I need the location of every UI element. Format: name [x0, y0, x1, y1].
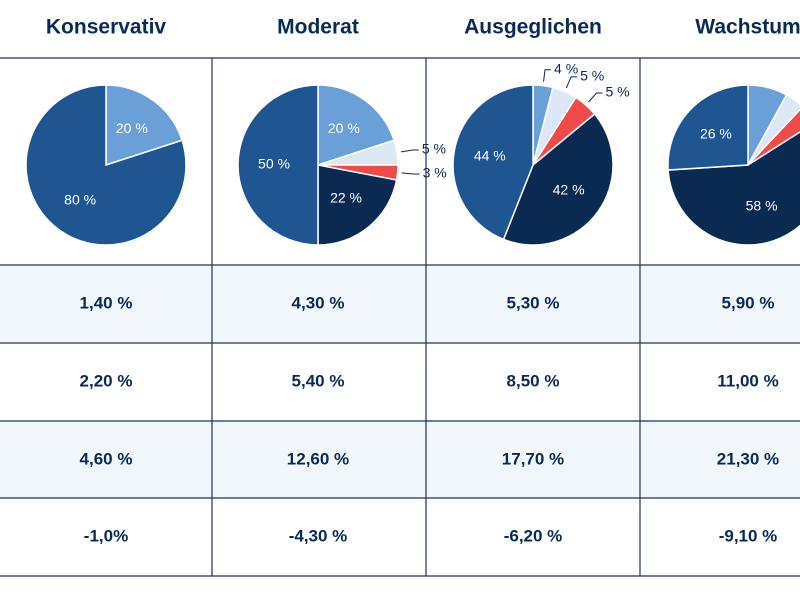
pie-slice	[317, 84, 396, 167]
table-cell: 5,90 %	[722, 293, 775, 312]
column-title: Moderat	[277, 16, 359, 39]
pie-slice	[105, 84, 184, 167]
column-title: Wachstum	[695, 16, 800, 39]
slice-label: 20 %	[328, 120, 360, 136]
row-bg	[0, 421, 800, 498]
column-title: Ausgeglichen	[464, 16, 602, 39]
leader-line	[401, 172, 420, 175]
table-cell: 21,30 %	[717, 449, 779, 468]
slice-label: 5 %	[580, 68, 604, 84]
table-cell: 4,30 %	[292, 293, 345, 312]
pie-slice	[317, 164, 398, 246]
table-cell: 4,60 %	[80, 449, 133, 468]
table-cell: 1,40 %	[80, 293, 133, 312]
column-title: Konservativ	[46, 16, 167, 39]
slice-label: 26 %	[700, 126, 732, 142]
pie-slice	[747, 108, 800, 166]
pie-slice	[667, 84, 749, 171]
leader-line	[588, 92, 603, 103]
pie-slice	[502, 112, 614, 246]
row-shading	[0, 265, 800, 498]
table-cell: 11,00 %	[717, 371, 778, 390]
table-cell: 5,40 %	[292, 371, 345, 390]
pie-slice	[237, 84, 319, 246]
slice-label: 50 %	[258, 156, 290, 172]
slice-label: 5 %	[605, 84, 629, 100]
slice-label: 42 %	[553, 182, 585, 198]
table-cell: -6,20 %	[504, 526, 563, 545]
pie-slice	[747, 93, 800, 166]
slice-label: 5 %	[422, 141, 446, 157]
pie-slice	[25, 84, 187, 246]
slice-label: 3 %	[423, 165, 447, 181]
pie-slice	[667, 131, 800, 246]
leader-line	[400, 149, 419, 153]
table-cell: 12,60 %	[287, 449, 349, 468]
table-cell: 8,50 %	[507, 371, 560, 390]
pie-slice	[452, 84, 534, 241]
slice-label: 80 %	[64, 191, 96, 207]
table-cell: -9,10 %	[719, 526, 778, 545]
row-bg	[0, 265, 800, 343]
slice-label: 20 %	[116, 120, 148, 136]
slice-label: 4 %	[554, 60, 578, 76]
table-cell: -1,0%	[84, 526, 128, 545]
grid	[0, 57, 800, 577]
table-cell: -4,30 %	[289, 526, 348, 545]
table-cell: 17,70 %	[502, 449, 564, 468]
table-cell: 2,20 %	[80, 371, 133, 390]
slice-label: 58 %	[746, 198, 778, 214]
leader-line	[543, 69, 552, 82]
leader-line	[565, 76, 578, 89]
slice-label: 22 %	[330, 190, 362, 206]
table-cell: 5,30 %	[507, 293, 560, 312]
slice-label: 44 %	[474, 147, 506, 163]
